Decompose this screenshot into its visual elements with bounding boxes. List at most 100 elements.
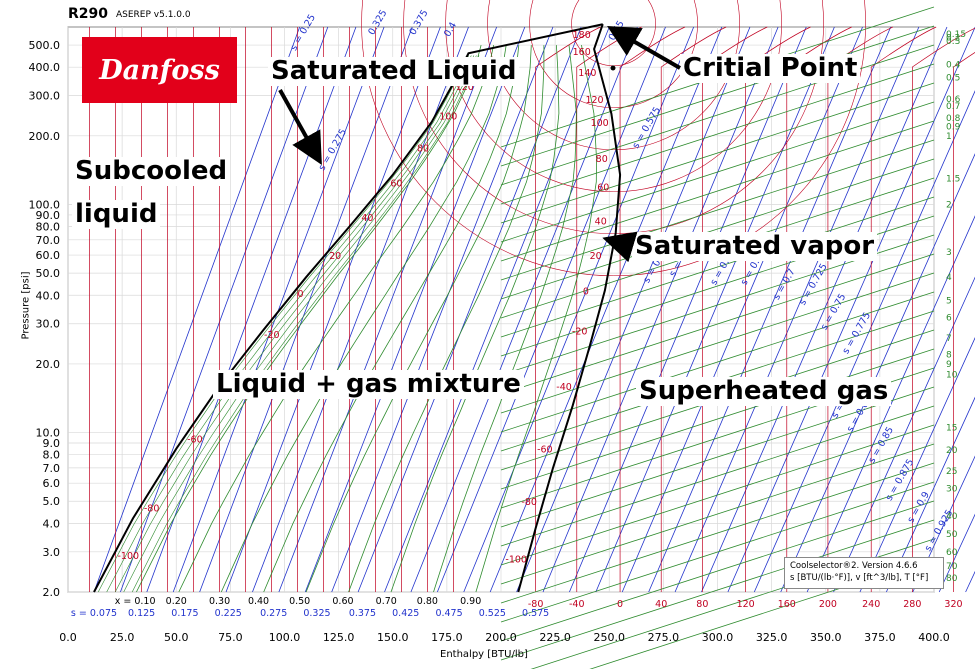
x-tick-label: 225.0 (539, 631, 571, 644)
volume-label: 80 (946, 574, 958, 584)
vapor-temp-label: -80 (521, 497, 537, 508)
saturation-temp-label: 40 (361, 213, 373, 224)
volume-line (500, 405, 935, 547)
x-tick-label: 0.0 (59, 631, 77, 644)
isotherm-arc (529, 0, 698, 109)
y-tick-label: 30.0 (36, 318, 61, 331)
volume-line (500, 139, 935, 281)
quality-line (263, 45, 520, 593)
quality-label: 0.20 (166, 596, 187, 607)
entropy-line (965, 570, 975, 593)
temperature-bottom-label: 0 (617, 599, 623, 610)
entropy-line (912, 455, 975, 593)
saturation-temp-label: -60 (187, 435, 203, 446)
entropy-line (463, 26, 695, 593)
annotation-critical-point: Critial Point (680, 54, 861, 83)
entropy-bottom-label: 0.275 (260, 608, 287, 619)
volume-label: 2 (946, 200, 952, 210)
x-tick-label: 200.0 (485, 631, 517, 644)
saturation-temp-label: 100 (439, 112, 457, 123)
entropy-line (701, 26, 948, 593)
entropy-line (674, 26, 920, 593)
y-tick-label: 5.0 (43, 495, 61, 508)
y-tick-label: 10.0 (36, 427, 61, 440)
annotation-mixture: Liquid + gas mixture (213, 370, 524, 399)
vapor-temp-label: -100 (505, 555, 527, 566)
temperature-bottom-label: 40 (655, 599, 667, 610)
isotherm-line (953, 52, 975, 592)
y-tick-label: 20.0 (36, 358, 61, 371)
isotherm-line (870, 26, 937, 592)
vapor-temp-label: 100 (591, 118, 609, 129)
volume-line (500, 44, 935, 186)
volume-label: 0.4 (946, 61, 961, 71)
volume-label: 0.8 (946, 114, 961, 124)
entropy-line (172, 26, 385, 593)
y-tick-label: 400.0 (29, 61, 61, 74)
temperature-bottom-label: 200 (819, 599, 837, 610)
entropy-bottom-label: 0.525 (479, 608, 506, 619)
volume-line (500, 348, 935, 490)
vapor-temp-label: 0 (583, 286, 589, 297)
y-tick-label: 3.0 (43, 546, 61, 559)
entropy-line (225, 26, 441, 593)
volume-line (500, 424, 935, 566)
temperature-bottom-label: 120 (737, 599, 755, 610)
volume-label: 15 (946, 424, 957, 434)
volume-line (500, 481, 935, 623)
volume-label: 4 (946, 273, 952, 283)
volume-label: 20 (946, 446, 958, 456)
vapor-temp-label: 60 (597, 182, 609, 193)
y-axis-label: Pressure [psi] (20, 271, 32, 340)
quality-line (475, 45, 597, 593)
entropy-line (278, 26, 498, 593)
entropy-line (516, 26, 751, 593)
entropy-line (542, 26, 779, 593)
volume-line (500, 500, 935, 642)
y-tick-label: 500.0 (29, 39, 61, 52)
y-tick-label: 4.0 (43, 517, 61, 530)
chart-title: R290 (68, 6, 109, 22)
volume-label: 7 (946, 334, 952, 344)
annotation-saturated-liquid: Saturated Liquid (268, 57, 520, 86)
annotation-subcooled-2: liquid (72, 200, 161, 229)
quality-label: x = 0.10 (115, 596, 156, 607)
entropy-line (833, 276, 975, 593)
y-tick-label: 100.0 (29, 198, 61, 211)
volume-label: 10 (946, 370, 958, 380)
y-tick-label: 70.0 (36, 234, 61, 247)
entropy-bottom-label: 0.375 (349, 608, 376, 619)
volume-line (500, 386, 935, 528)
saturation-temp-label: -20 (264, 330, 280, 341)
quality-line (348, 45, 545, 593)
volume-label: 1.5 (946, 174, 960, 184)
saturation-temp-label: 0 (297, 289, 303, 300)
software-version: ASEREP v5.1.0.0 (116, 10, 191, 20)
x-tick-label: 100.0 (269, 631, 301, 644)
x-tick-label: 125.0 (323, 631, 355, 644)
quality-line (106, 55, 472, 593)
entropy-bottom-label: 0.175 (171, 608, 198, 619)
x-tick-label: 25.0 (110, 631, 135, 644)
volume-label: 0.7 (946, 102, 960, 112)
saturation-temp-label: -100 (117, 551, 139, 562)
quality-label: 0.40 (248, 596, 269, 607)
quality-line (97, 55, 469, 593)
x-tick-label: 150.0 (377, 631, 409, 644)
volume-line (500, 158, 935, 300)
y-tick-label: 7.0 (43, 462, 61, 475)
x-tick-label: 325.0 (756, 631, 788, 644)
volume-label: 0.9 (946, 122, 961, 132)
entropy-line (859, 337, 975, 593)
entropy-line (436, 26, 666, 593)
volume-label: 25 (946, 467, 957, 477)
quality-line (136, 44, 482, 593)
danfoss-logo: Danfoss (82, 37, 237, 103)
entropy-bottom-label: s = 0.075 (71, 608, 117, 619)
quality-line (390, 45, 560, 593)
x-axis-label: Enthalpy [BTU/lb] (440, 649, 528, 660)
volume-label: 3 (946, 248, 952, 258)
y-tick-label: 80.0 (36, 221, 61, 234)
y-tick-label: 2.0 (43, 586, 61, 599)
volume-label: 0.3 (946, 37, 960, 47)
